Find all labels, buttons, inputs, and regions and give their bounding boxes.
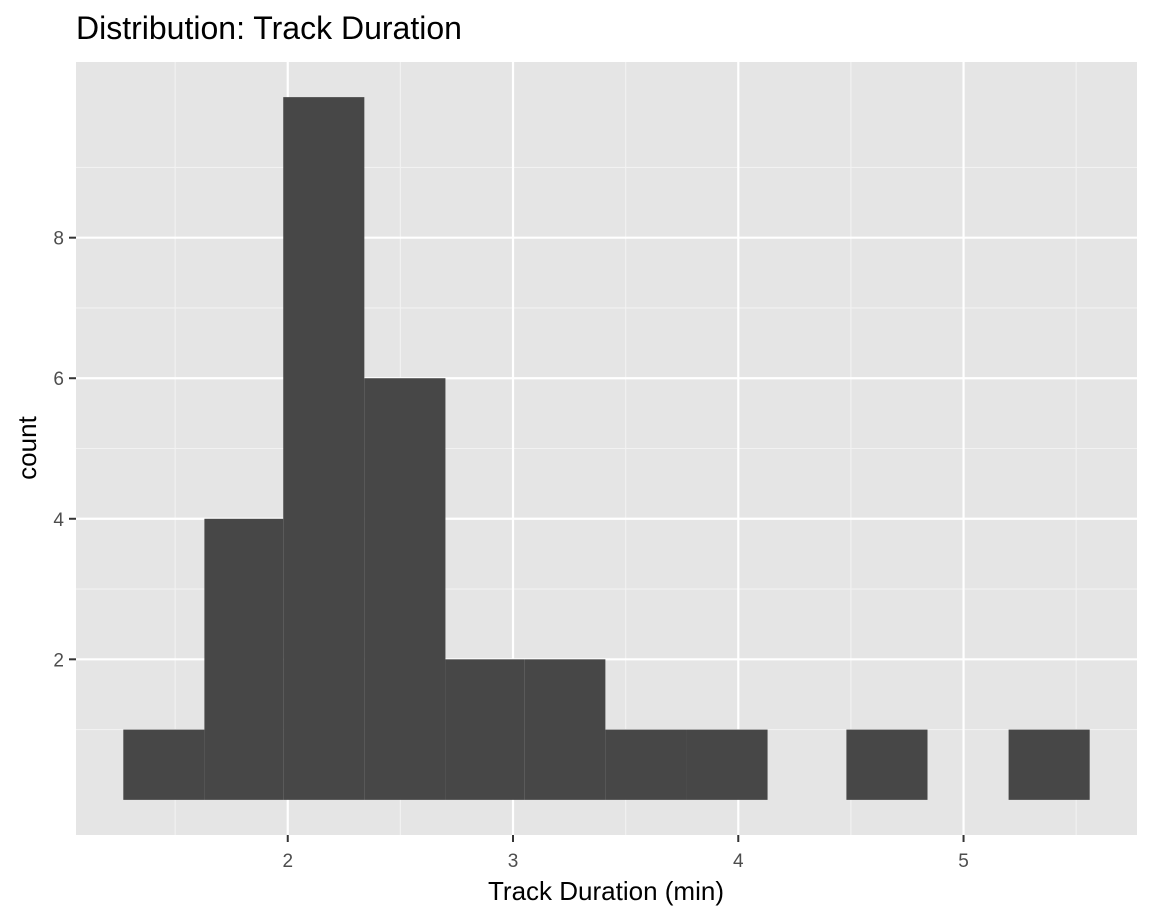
histogram-bar-2 <box>204 518 284 800</box>
histogram-bar-8 <box>686 729 768 800</box>
chart-title: Distribution: Track Duration <box>76 10 462 46</box>
histogram-bar-1 <box>123 729 205 800</box>
y-axis-title: count <box>12 415 42 479</box>
histogram-bar-3 <box>283 97 365 800</box>
y-tick-label: 6 <box>53 369 64 390</box>
x-tick-label: 2 <box>282 851 293 872</box>
histogram-bar-10 <box>846 729 928 800</box>
histogram-bar-4 <box>364 378 446 800</box>
histogram-bars <box>123 97 1090 800</box>
y-tick-label: 2 <box>53 650 64 671</box>
x-tick-label: 3 <box>508 851 519 872</box>
x-axis: 2 3 4 5 <box>282 835 969 872</box>
y-tick-label: 4 <box>53 510 64 531</box>
x-axis-title: Track Duration (min) <box>488 876 724 906</box>
histogram-bar-5 <box>445 659 525 800</box>
y-axis: 2 4 6 8 <box>53 229 76 671</box>
histogram-bar-7 <box>605 729 687 800</box>
histogram-bar-6 <box>524 659 606 800</box>
histogram-bar-12 <box>1008 729 1090 800</box>
x-tick-label: 4 <box>733 851 744 872</box>
x-tick-label: 5 <box>958 851 969 872</box>
y-tick-label: 8 <box>53 229 64 250</box>
